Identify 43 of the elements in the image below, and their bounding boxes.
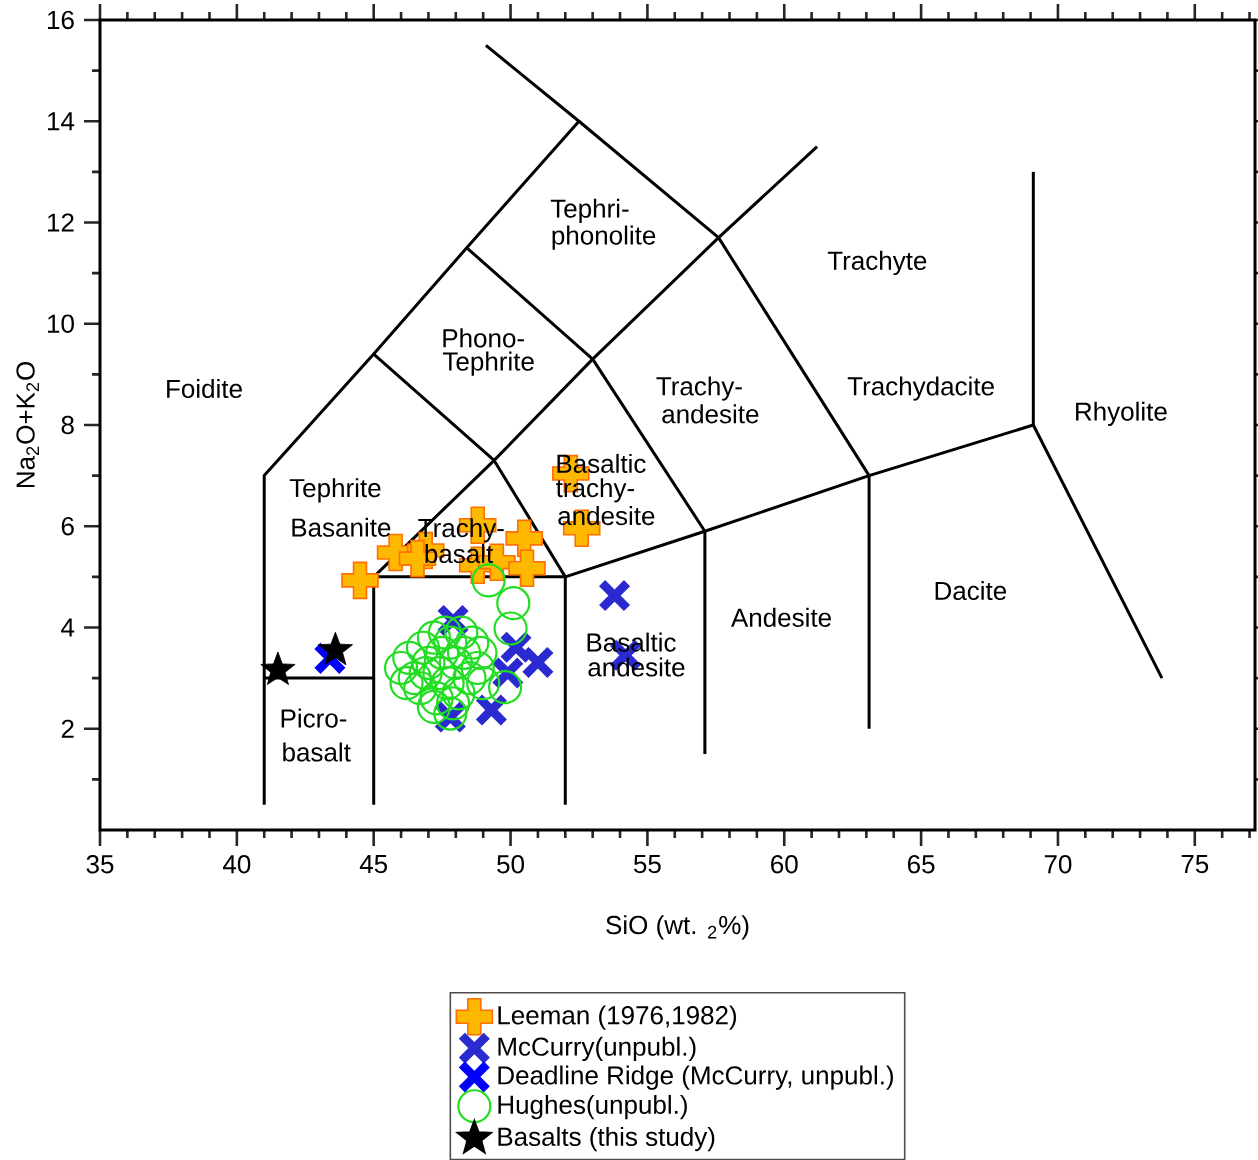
annotation: Andesite — [730, 607, 831, 627]
y-tick-label: 8 — [61, 415, 74, 435]
x-tick-label: 45 — [359, 855, 388, 874]
x-tick-label: 55 — [633, 855, 661, 874]
annotation: Tephri- — [550, 198, 629, 223]
y-tick-label: 14 — [47, 112, 75, 131]
x-tick-label: 60 — [771, 855, 798, 874]
annotation: Basaltic — [587, 632, 676, 652]
annotation: phonolite — [552, 225, 656, 250]
annotation: Dacite — [935, 580, 1007, 601]
annotation: Phono- — [443, 328, 524, 348]
x-tick-label: 75 — [1181, 855, 1209, 874]
legend-label: McCurry(unpubl.) — [498, 1036, 696, 1062]
annotation: Basanite — [292, 517, 391, 537]
x-tick-label: 70 — [1044, 855, 1072, 874]
legend-label: Leeman (1976,1982) — [498, 1005, 737, 1030]
y-tick-label: 6 — [61, 517, 74, 536]
annotation: trachy- — [556, 478, 634, 503]
annotation: Trachydacite — [847, 376, 994, 401]
y-tick-label: 2 — [61, 719, 74, 738]
annotation: Tephrite — [443, 351, 534, 376]
y-tick-label: 10 — [47, 314, 74, 333]
x-axis-title: SiO (wt. $_{2}$%) — [606, 915, 749, 940]
legend-label: Hughes(unpubl.) — [498, 1094, 687, 1120]
annotation: Foidite — [167, 378, 242, 399]
annotation: Picro- — [281, 708, 347, 728]
annotation: andesite — [588, 657, 685, 677]
annotation: basalt — [283, 742, 351, 762]
x-tick-label: 35 — [86, 855, 114, 874]
legend-label: Deadline Ridge (McCurry, unpubl.) — [498, 1065, 893, 1090]
annotation: Trachy- — [656, 376, 742, 401]
y-tick-label: 4 — [61, 618, 75, 637]
annotation: Tephrite — [289, 478, 381, 503]
y-axis-title: Na$_{2}$O+K$_{2}$O — [16, 362, 39, 488]
y-tick-label: 16 — [47, 10, 74, 30]
x-tick-label: 40 — [222, 855, 251, 874]
annotation: Rhyolite — [1076, 401, 1167, 426]
legend-label: Basalts (this study) — [498, 1126, 715, 1152]
x-tick-label: 65 — [907, 855, 935, 874]
y-tick-label: 12 — [47, 213, 74, 232]
annotation: andesite — [662, 404, 759, 424]
annotation: Trachyte — [827, 250, 927, 276]
x-tick-label: 50 — [497, 855, 524, 874]
